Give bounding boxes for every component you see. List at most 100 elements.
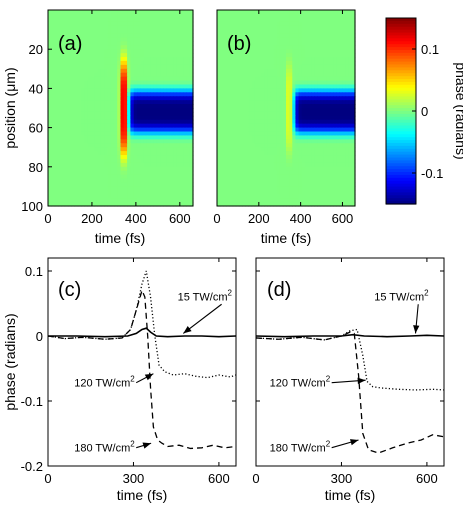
heatmap-cell xyxy=(326,25,331,31)
heatmap-cell xyxy=(245,111,249,117)
heatmap-cell xyxy=(348,37,353,42)
heatmap-cell xyxy=(156,143,161,148)
heatmap-cell xyxy=(71,139,75,144)
heatmap-cell xyxy=(113,178,118,184)
heatmap-cell xyxy=(276,111,281,117)
heatmap-cell xyxy=(163,10,168,15)
heatmap-cell xyxy=(238,10,243,15)
heatmap-cell xyxy=(87,170,92,176)
heatmap-cell xyxy=(323,131,328,137)
heatmap-cell xyxy=(189,111,194,117)
heatmap-cell xyxy=(326,84,331,89)
heatmap-cell xyxy=(223,76,228,82)
heatmap-cell xyxy=(245,21,249,27)
heatmap-cell xyxy=(74,202,79,207)
heatmap-cell xyxy=(117,108,122,113)
heatmap-cell xyxy=(320,64,325,70)
heatmap-cell xyxy=(71,21,75,27)
heatmap-cell xyxy=(176,49,181,54)
heatmap-cell xyxy=(64,84,69,89)
heatmap-cell xyxy=(326,202,331,207)
heatmap-cell xyxy=(146,60,151,66)
heatmap-cell xyxy=(301,194,306,199)
heatmap-cell xyxy=(61,178,66,184)
heatmap-cell xyxy=(71,147,75,152)
heatmap-cell xyxy=(229,170,234,176)
heatmap-cell xyxy=(67,198,72,203)
heatmap-cell xyxy=(307,139,312,144)
heatmap-cell xyxy=(120,194,125,199)
heatmap-cell xyxy=(143,53,148,58)
heatmap-cell xyxy=(186,57,191,62)
heatmap-cell xyxy=(320,13,325,19)
heatmap-cell xyxy=(351,147,356,152)
heatmap-cell xyxy=(295,104,300,109)
heatmap-cell xyxy=(342,119,347,125)
heatmap-cell xyxy=(140,158,145,164)
heatmap-cell xyxy=(140,68,145,74)
heatmap-cell xyxy=(67,41,72,46)
heatmap-cell xyxy=(97,131,102,137)
heatmap-cell xyxy=(342,162,347,168)
heatmap-cell xyxy=(329,182,334,187)
heatmap-cell xyxy=(267,111,271,117)
heatmap-cell xyxy=(74,111,79,117)
heatmap-cell xyxy=(326,100,331,105)
heatmap-cell xyxy=(232,53,237,58)
heatmap-cell xyxy=(345,45,350,50)
heatmap-cell xyxy=(273,155,278,160)
heatmap-cell xyxy=(80,64,85,70)
panel-b: (b) 0 200 400 600 time (fs) xyxy=(213,9,356,246)
heatmap-cell xyxy=(166,182,171,187)
heatmap-cell xyxy=(80,198,85,203)
heatmap-cell xyxy=(189,57,194,62)
heatmap-cell xyxy=(117,139,122,144)
heatmap-cell xyxy=(64,37,69,42)
heatmap-cell xyxy=(100,155,105,160)
heatmap-cell xyxy=(186,92,191,97)
heatmap-cell xyxy=(292,96,297,101)
heatmap-cell xyxy=(342,25,347,31)
heatmap-cell xyxy=(267,151,271,156)
heatmap-cell xyxy=(279,158,284,164)
colorbar-step xyxy=(386,186,416,191)
heatmap-cell xyxy=(146,182,151,187)
heatmap-cell xyxy=(90,119,95,125)
heatmap-cell xyxy=(176,29,181,35)
heatmap-cell xyxy=(307,174,312,180)
heatmap-cell xyxy=(51,17,56,23)
heatmap-cell xyxy=(186,139,191,144)
heatmap-cell xyxy=(100,64,105,70)
heatmap-cell xyxy=(110,96,115,101)
heatmap-cell xyxy=(223,135,228,140)
heatmap-cell xyxy=(183,143,188,148)
heatmap-cell xyxy=(176,119,181,125)
heatmap-cell xyxy=(342,96,347,101)
heatmap-cell xyxy=(64,178,69,184)
heatmap-cell xyxy=(276,194,281,199)
heatmap-cell xyxy=(186,147,191,152)
heatmap-cell xyxy=(286,104,290,109)
heatmap-cell xyxy=(245,60,249,66)
colorbar-step xyxy=(386,169,416,173)
heatmap-cell xyxy=(311,96,315,101)
heatmap-cell xyxy=(71,84,75,89)
heatmap-cell xyxy=(307,29,312,35)
heatmap-cell xyxy=(260,33,265,39)
heatmap-cell xyxy=(166,123,171,129)
heatmap-cell xyxy=(113,202,118,207)
heatmap-cell xyxy=(169,139,174,144)
heatmap-cell xyxy=(156,127,161,133)
series-line: 15 TW/cm² xyxy=(255,333,445,338)
heatmap-cell xyxy=(143,37,148,42)
heatmap-cell xyxy=(273,80,278,86)
heatmap-cell xyxy=(163,147,168,152)
heatmap-cell xyxy=(323,194,328,199)
heatmap-cell xyxy=(267,158,271,164)
heatmap-cell xyxy=(326,174,331,180)
heatmap-cell xyxy=(176,41,181,46)
heatmap-cell xyxy=(94,21,99,27)
heatmap-cell xyxy=(257,100,262,105)
heatmap-cell xyxy=(64,186,69,191)
heatmap-cell xyxy=(282,194,287,199)
